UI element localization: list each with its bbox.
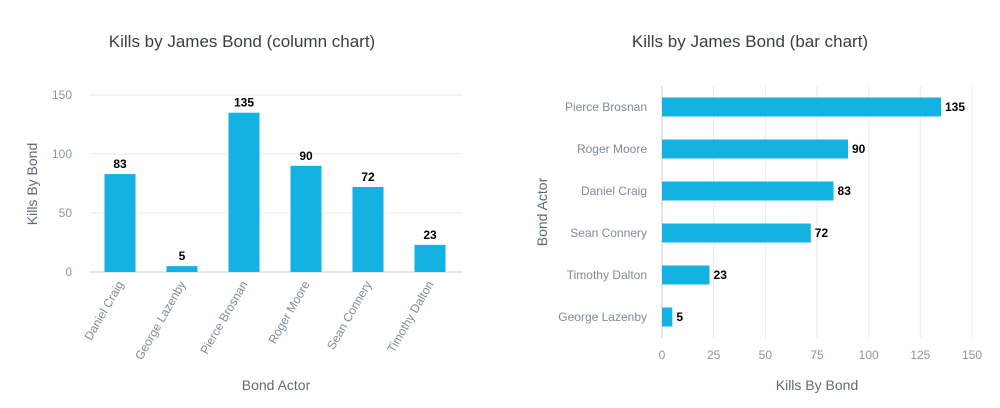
bar-chart-x-axis-title: Kills By Bond: [776, 377, 858, 393]
column-bar[interactable]: [228, 112, 260, 272]
y-tick-label: 50: [59, 206, 73, 220]
column-bar[interactable]: [104, 174, 136, 272]
column-bar[interactable]: [414, 244, 446, 272]
data-label: 72: [815, 226, 829, 240]
y-category-label: Sean Connery: [570, 226, 647, 240]
data-label: 5: [179, 249, 186, 263]
x-tick-label: 50: [759, 348, 773, 362]
x-tick-label: 0: [659, 348, 666, 362]
x-tick-label: 150: [962, 348, 982, 362]
x-category-label: George Lazenby: [132, 279, 188, 363]
data-label: 23: [714, 268, 728, 282]
data-label: 72: [361, 170, 375, 184]
horizontal-bar[interactable]: [662, 139, 848, 159]
column-bar[interactable]: [352, 187, 384, 272]
horizontal-bar[interactable]: [662, 307, 673, 327]
column-bar[interactable]: [166, 266, 198, 272]
y-category-label: George Lazenby: [558, 310, 647, 324]
y-category-label: Timothy Dalton: [567, 268, 647, 282]
x-category-label: Roger Moore: [265, 278, 312, 346]
horizontal-bar[interactable]: [662, 223, 811, 243]
data-label: 83: [838, 184, 852, 198]
column-chart-x-axis-title: Bond Actor: [242, 377, 311, 393]
data-label: 135: [234, 96, 254, 110]
y-tick-label: 0: [65, 265, 72, 279]
bar-chart-title: Kills by James Bond (bar chart): [632, 32, 868, 51]
y-tick-label: 150: [52, 88, 72, 102]
x-category-label: Timothy Dalton: [384, 279, 436, 355]
data-label: 90: [299, 149, 313, 163]
x-tick-label: 100: [859, 348, 879, 362]
x-category-label: Pierce Brosnan: [197, 279, 250, 357]
column-chart-y-axis-title: Kills By Bond: [24, 143, 40, 225]
bar-chart-plot: 0 25 50 75 100 125 150 135 Pierce Brosnan 90 Roger…: [558, 86, 982, 362]
y-category-label: Daniel Craig: [581, 184, 647, 198]
y-category-label: Roger Moore: [577, 142, 647, 156]
data-label: 135: [945, 100, 965, 114]
x-tick-label: 125: [910, 348, 930, 362]
x-tick-label: 25: [707, 348, 721, 362]
y-category-label: Pierce Brosnan: [565, 100, 647, 114]
y-tick-label: 100: [52, 147, 72, 161]
x-tick-label: 75: [810, 348, 824, 362]
bar-chart-y-axis-title: Bond Actor: [534, 177, 550, 246]
data-label: 5: [676, 310, 683, 324]
data-label: 90: [852, 142, 866, 156]
data-label: 83: [113, 157, 127, 171]
x-category-label: Sean Connery: [324, 279, 374, 352]
column-chart-plot: 0 50 100 150 83 Daniel Craig 5 George Lazenby 13…: [52, 88, 462, 362]
x-category-label: Daniel Craig: [81, 279, 126, 343]
column-chart-title: Kills by James Bond (column chart): [109, 32, 375, 51]
horizontal-bar[interactable]: [662, 265, 710, 285]
column-bar[interactable]: [290, 165, 322, 272]
horizontal-bar[interactable]: [662, 181, 834, 201]
horizontal-bar[interactable]: [662, 97, 941, 117]
data-label: 23: [423, 228, 437, 242]
